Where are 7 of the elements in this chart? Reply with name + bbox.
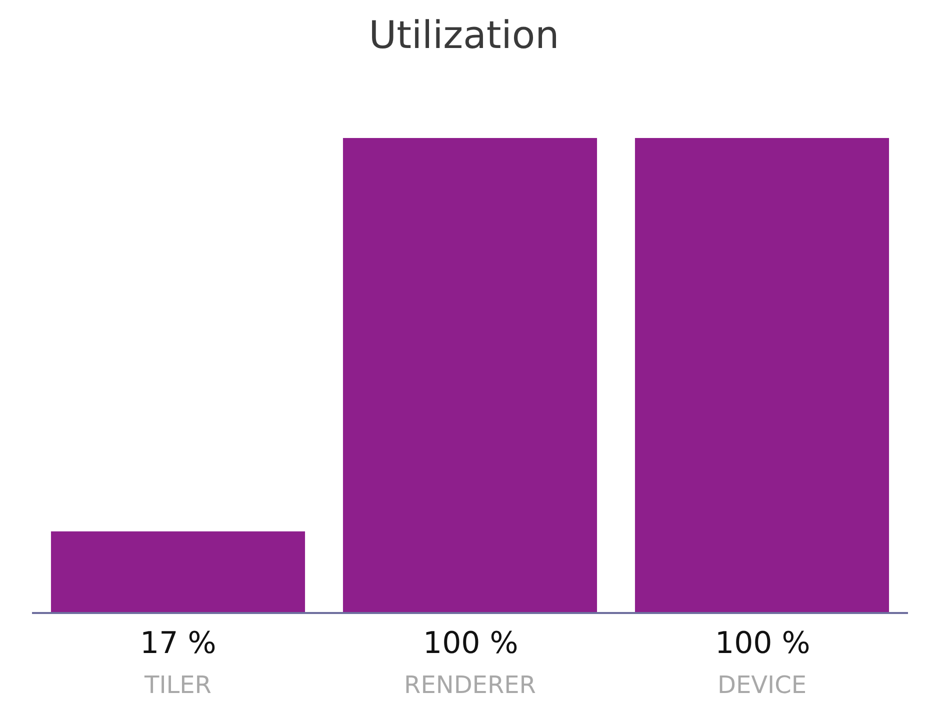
x-tick-label: DEVICE bbox=[717, 670, 807, 699]
chart-title: Utilization bbox=[368, 13, 560, 58]
data-label: 17 % bbox=[140, 626, 216, 661]
data-label: 100 % bbox=[423, 626, 518, 661]
x-tick-label: RENDERER bbox=[404, 670, 536, 699]
data-label: 100 % bbox=[715, 626, 810, 661]
x-tick-label: TILER bbox=[144, 670, 212, 699]
